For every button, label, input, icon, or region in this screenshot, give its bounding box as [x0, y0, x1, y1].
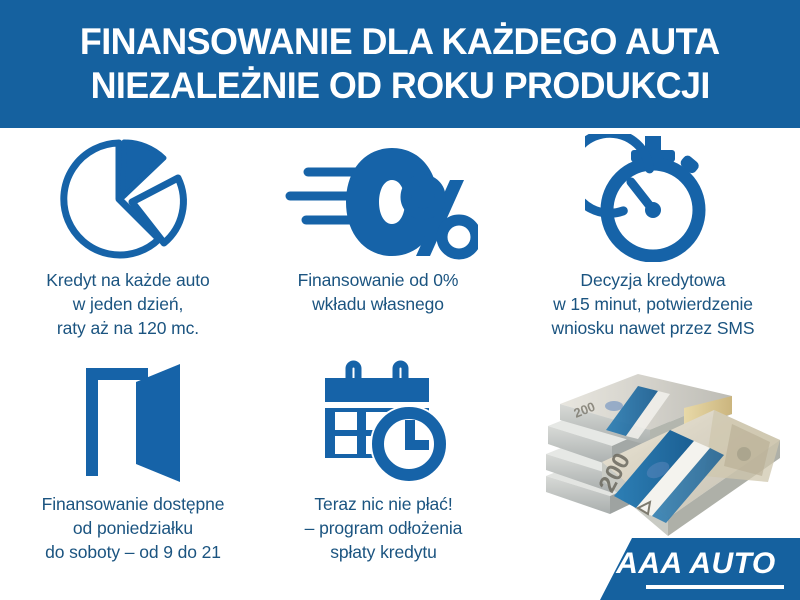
- feature-caption: Teraz nic nie płać! – program odłożenia …: [304, 494, 463, 562]
- feature-item-opening-hours: Finansowanie dostępne od poniedziałku do…: [8, 356, 258, 564]
- headline-line-1: FINANSOWANIE DLA KAŻDEGO AUTA: [80, 21, 720, 62]
- feature-caption: Kredyt na każde auto w jeden dzień, raty…: [46, 270, 210, 338]
- headline-line-2: NIEZALEŻNIE OD ROKU PRODUKCJI: [90, 65, 710, 106]
- zero-percent-icon: [278, 134, 478, 262]
- calendar-clock-icon: [317, 356, 451, 486]
- feature-caption: Finansowanie dostępne od poniedziałku do…: [41, 494, 225, 562]
- feature-item-fast-decision: Decyzja kredytowa w 15 minut, potwierdze…: [508, 134, 798, 340]
- feature-caption: Finansowanie od 0% wkładu własnego: [297, 270, 459, 314]
- logo-underline: [646, 585, 784, 589]
- feature-item-zero-downpayment: Finansowanie od 0% wkładu własnego: [258, 134, 498, 316]
- banknote-stacks-photo: 200 200: [518, 366, 798, 541]
- feature-item-credit-any-car: Kredyt na każde auto w jeden dzień, raty…: [8, 134, 248, 340]
- logo-text: AAA AUTO: [616, 547, 776, 580]
- feature-item-deferred-payment: Teraz nic nie płać! – program odłożenia …: [266, 356, 501, 564]
- header-banner: FINANSOWANIE DLA KAŻDEGO AUTA NIEZALEŻNI…: [0, 0, 800, 128]
- stopwatch-icon: [585, 134, 721, 262]
- logo-background-shape: [600, 538, 800, 600]
- open-door-icon: [68, 356, 198, 486]
- pie-chart-icon: [60, 134, 196, 262]
- feature-grid: Kredyt na każde auto w jeden dzień, raty…: [0, 128, 800, 600]
- feature-caption: Decyzja kredytowa w 15 minut, potwierdze…: [551, 270, 755, 338]
- aaa-auto-logo[interactable]: AAA AUTO: [600, 538, 800, 600]
